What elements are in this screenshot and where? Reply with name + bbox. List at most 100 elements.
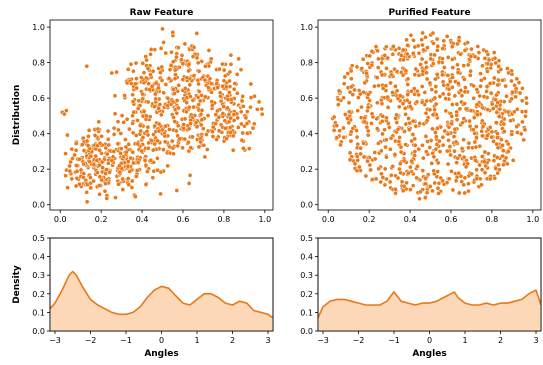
scatter-point	[181, 125, 187, 131]
scatter-point	[354, 134, 360, 140]
scatter-point	[446, 124, 452, 130]
scatter-point	[244, 121, 250, 126]
scatter-point	[114, 69, 119, 75]
scatter-point	[354, 64, 360, 70]
scatter-point	[433, 134, 439, 140]
scatter-point	[461, 63, 467, 68]
scatter-point	[213, 121, 218, 127]
scatter-point	[385, 105, 391, 110]
scatter-point	[348, 84, 354, 90]
scatter-point	[376, 56, 381, 62]
scatter-point	[140, 60, 146, 66]
y-axis-label: Density	[12, 265, 22, 304]
scatter-point	[477, 162, 482, 168]
x-tick-label: −3	[317, 336, 329, 345]
scatter-point	[128, 61, 134, 67]
scatter-point	[390, 163, 396, 169]
scatter-point	[523, 95, 529, 101]
scatter-point	[357, 164, 362, 170]
scatter-point	[335, 96, 341, 102]
scatter-point	[103, 145, 109, 151]
scatter-point	[125, 164, 131, 169]
scatter-point	[120, 176, 125, 182]
scatter-point	[463, 106, 469, 112]
scatter-point	[441, 82, 447, 88]
scatter-point	[92, 133, 98, 138]
scatter-point	[77, 181, 82, 187]
scatter-point	[220, 83, 225, 89]
scatter-point	[196, 89, 202, 94]
scatter-point	[374, 75, 380, 80]
scatter-point	[504, 93, 509, 99]
scatter-point	[170, 87, 176, 92]
scatter-point	[84, 63, 90, 69]
scatter-point	[354, 168, 360, 174]
scatter-point	[398, 53, 404, 58]
scatter-point	[97, 174, 103, 180]
scatter-point	[179, 53, 185, 58]
scatter-point	[170, 30, 176, 35]
scatter-point	[148, 47, 154, 52]
x-tick-label: 0.0	[54, 215, 67, 224]
scatter-point	[118, 146, 124, 152]
scatter-point	[459, 93, 465, 99]
scatter-point	[500, 153, 506, 159]
y-tick-label: 0.6	[300, 94, 313, 103]
scatter-point	[135, 106, 141, 111]
scatter-point	[456, 170, 462, 176]
scatter-point	[376, 166, 382, 172]
scatter-point	[362, 80, 368, 86]
scatter-point	[143, 162, 149, 168]
scatter-point	[491, 139, 496, 144]
scatter-point	[252, 93, 257, 99]
scatter-point	[474, 87, 480, 92]
scatter-point	[448, 152, 453, 158]
scatter-point	[254, 107, 260, 112]
scatter-point	[227, 69, 233, 75]
scatter-point	[172, 91, 177, 96]
y-tick-label: 0.4	[300, 253, 313, 262]
scatter-point	[134, 76, 139, 81]
scatter-point	[476, 50, 482, 55]
scatter-point	[220, 111, 226, 116]
scatter-point	[155, 155, 160, 161]
scatter-point	[382, 166, 388, 172]
scatter-point	[468, 54, 474, 59]
scatter-point	[431, 154, 437, 160]
scatter-point	[379, 72, 385, 78]
scatter-point	[392, 152, 398, 157]
scatter-point	[412, 44, 418, 50]
scatter-point	[111, 125, 117, 131]
scatter-point	[224, 136, 229, 141]
scatter-point	[158, 191, 163, 197]
scatter-point	[472, 139, 478, 145]
scatter-point	[449, 121, 454, 126]
scatter-point	[145, 66, 151, 71]
scatter-point	[95, 126, 101, 132]
scatter-point	[141, 108, 147, 114]
scatter-point	[523, 109, 529, 114]
scatter-point	[457, 190, 462, 196]
scatter-point	[429, 161, 435, 166]
scatter-point	[471, 83, 476, 89]
scatter-point	[182, 116, 188, 122]
scatter-point	[453, 139, 459, 145]
scatter-point	[373, 44, 379, 49]
y-tick-label: 0.1	[300, 308, 313, 317]
scatter-point	[221, 67, 227, 73]
scatter-point	[414, 175, 419, 181]
scatter-point	[379, 60, 385, 66]
scatter-point	[402, 129, 407, 134]
scatter-point	[190, 54, 196, 59]
scatter-point	[346, 120, 352, 126]
scatter-point	[403, 142, 408, 147]
scatter-point	[147, 114, 153, 120]
scatter-point	[501, 162, 506, 168]
scatter-point	[433, 130, 438, 135]
scatter-point	[357, 91, 363, 97]
scatter-point	[406, 116, 411, 121]
scatter-point	[248, 81, 254, 87]
scatter-point	[133, 194, 138, 200]
scatter-point	[419, 37, 425, 43]
scatter-point	[435, 47, 440, 53]
